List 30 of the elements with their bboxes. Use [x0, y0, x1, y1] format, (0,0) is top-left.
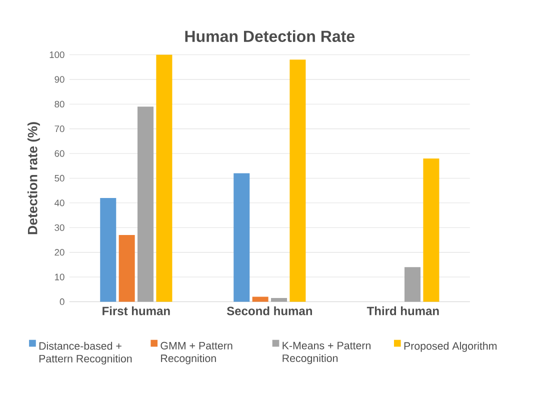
bar: [271, 298, 288, 302]
y-tick-label: 50: [54, 174, 64, 182]
y-tick-label: 70: [54, 125, 64, 132]
x-tick-label: Third human: [366, 306, 439, 316]
bar: [290, 60, 306, 302]
bar: [252, 296, 268, 302]
x-tick-label: First human: [102, 306, 170, 316]
chart-title: Human Detection Rate: [185, 30, 355, 42]
bar: [404, 267, 421, 302]
y-axis-title: Detection rate (%): [28, 122, 40, 234]
y-tick-label: 60: [54, 150, 64, 157]
legend-label: GMM + Pattern Recognition: [160, 342, 232, 364]
bar: [138, 106, 154, 302]
legend-label: K-Means + Pattern Recognition: [282, 342, 370, 364]
x-tick-label: Second human: [226, 306, 312, 316]
bar: [234, 173, 250, 302]
bar: [423, 158, 440, 302]
y-tick-label: 100: [50, 51, 64, 58]
bar: [100, 198, 116, 302]
bar: [118, 234, 135, 302]
y-tick-label: 80: [54, 100, 64, 108]
y-tick-label: 0: [60, 298, 64, 305]
legend-label: Proposed Algorithm: [404, 342, 497, 352]
y-tick-label: 30: [54, 224, 64, 231]
y-tick-label: 10: [55, 274, 64, 280]
y-tick-label: 20: [54, 248, 64, 256]
y-tick-label: 90: [54, 76, 64, 83]
bar: [156, 54, 172, 302]
y-tick-label: 40: [54, 200, 64, 206]
legend-label: Distance-based + Pattern Recognition: [39, 342, 132, 364]
